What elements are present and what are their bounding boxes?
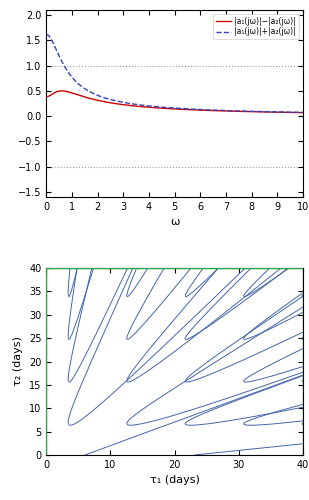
|a₁(jω)|+|a₂(jω)| — [301, 110, 305, 116]
Line: |a₁(jω)|−|a₂(jω)|: |a₁(jω)|−|a₂(jω)| — [46, 91, 303, 112]
|a₁(jω)|−|a₂(jω)| — [44, 94, 48, 100]
|a₁(jω)|+|a₂(jω)| — [296, 110, 300, 116]
|a₁(jω)|−|a₂(jω)| — [89, 96, 93, 102]
|a₁(jω)|−|a₂(jω)| — [60, 88, 64, 94]
|a₁(jω)|+|a₂(jω)| — [154, 104, 158, 110]
Legend: |a₁(jω)|−|a₂(jω)|, |a₁(jω)|+|a₂(jω)|: |a₁(jω)|−|a₂(jω)|, |a₁(jω)|+|a₂(jω)| — [213, 14, 299, 40]
X-axis label: τ₁ (days): τ₁ (days) — [150, 476, 200, 486]
|a₁(jω)|+|a₂(jω)| — [268, 109, 272, 115]
|a₁(jω)|+|a₂(jω)| — [44, 32, 48, 38]
X-axis label: ω: ω — [170, 218, 179, 228]
|a₁(jω)|+|a₂(jω)| — [89, 89, 93, 95]
|a₁(jω)|+|a₂(jω)| — [143, 102, 146, 108]
|a₁(jω)|−|a₂(jω)| — [301, 110, 305, 116]
Line: |a₁(jω)|+|a₂(jω)|: |a₁(jω)|+|a₂(jω)| — [46, 34, 303, 112]
|a₁(jω)|−|a₂(jω)| — [143, 104, 147, 110]
Y-axis label: τ₂ (days): τ₂ (days) — [13, 336, 23, 386]
|a₁(jω)|−|a₂(jω)| — [269, 109, 272, 115]
|a₁(jω)|−|a₂(jω)| — [154, 105, 158, 111]
|a₁(jω)|−|a₂(jω)| — [296, 110, 300, 116]
|a₁(jω)|+|a₂(jω)| — [74, 78, 78, 84]
|a₁(jω)|−|a₂(jω)| — [74, 91, 78, 97]
